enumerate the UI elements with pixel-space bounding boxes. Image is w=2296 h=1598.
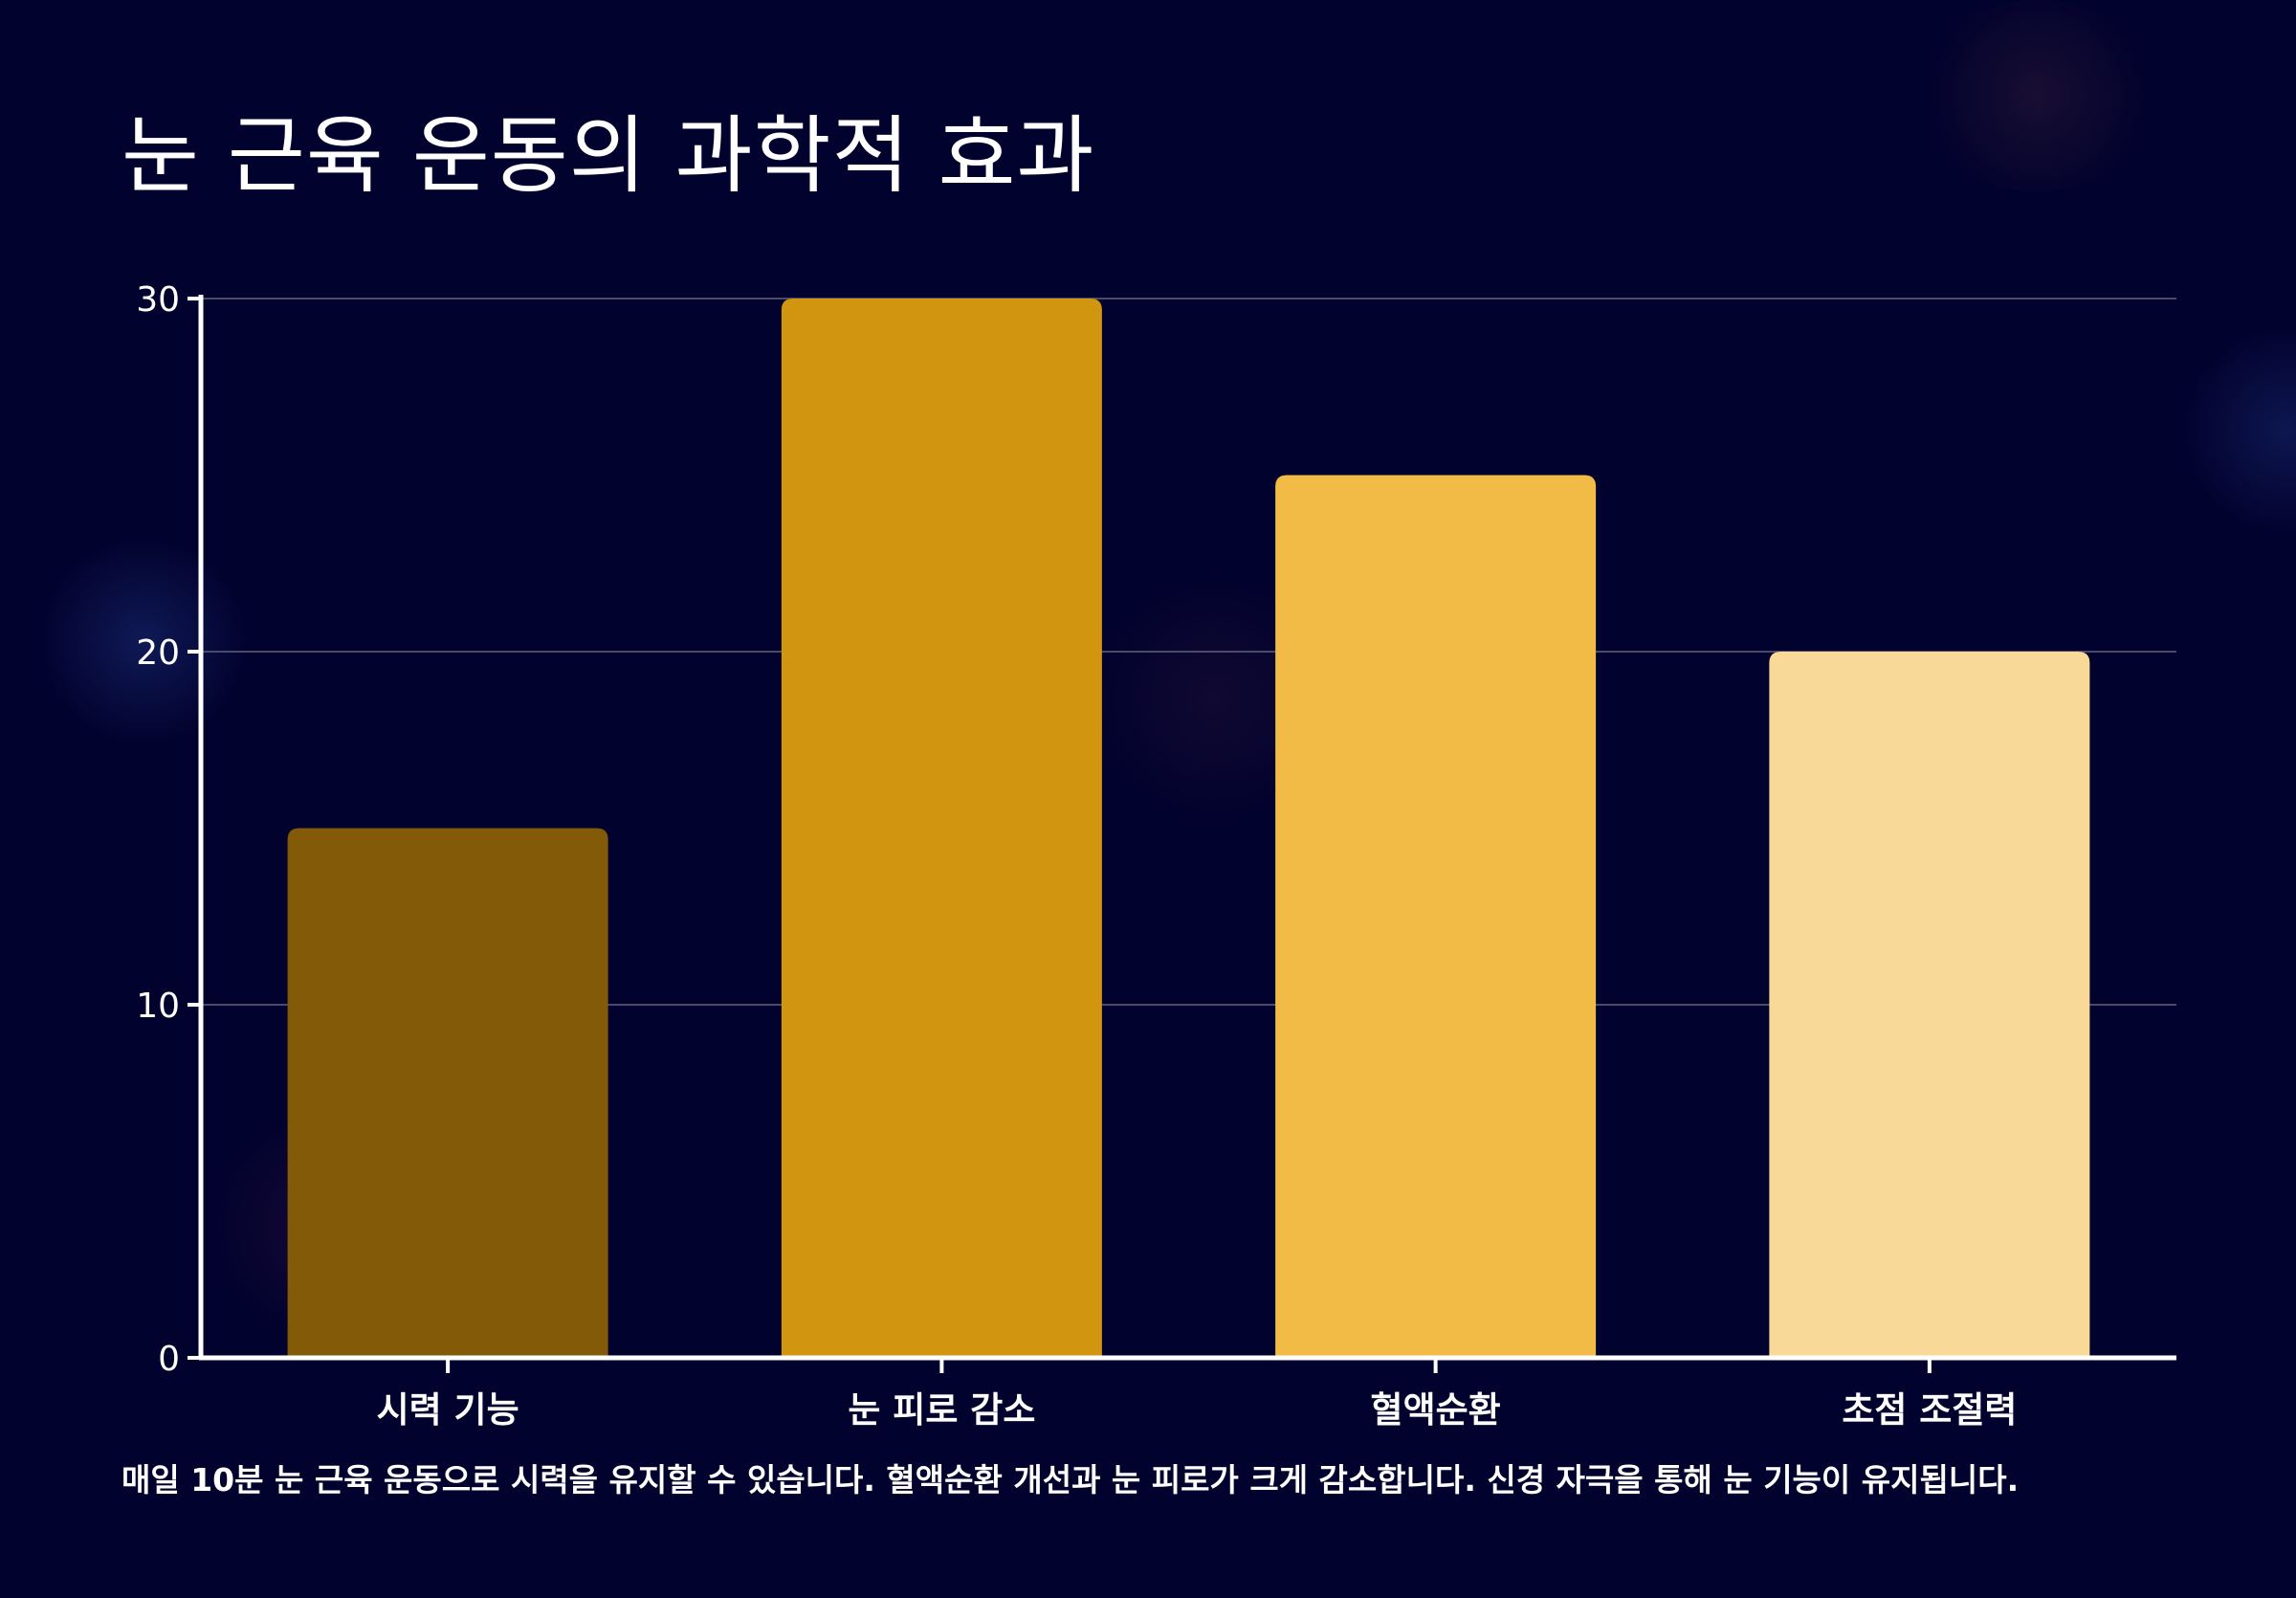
y-tick-label: 30 <box>136 280 180 320</box>
bars <box>287 299 2090 1358</box>
bar <box>1769 652 2090 1358</box>
chart-caption: 매일 10분 눈 근육 운동으로 시력을 유지할 수 있습니다. 혈액순환 개선… <box>121 1461 2020 1498</box>
y-tick-label: 0 <box>158 1340 180 1379</box>
tick-labels: 0 10 20 30 시력 기능 눈 피로 감소 혈액순환 초점 조절력 <box>136 280 2017 1431</box>
bar <box>781 299 1102 1358</box>
chart-title: 눈 근육 운동의 과학적 효과 <box>121 106 1095 205</box>
x-tick-label: 혈액순환 <box>1371 1389 1501 1431</box>
x-tick-label: 눈 피로 감소 <box>848 1389 1035 1431</box>
x-tick-label: 시력 기능 <box>377 1389 519 1431</box>
bar <box>1275 475 1597 1358</box>
y-tick-label: 10 <box>136 987 180 1026</box>
bar <box>287 828 608 1358</box>
x-tick-label: 초점 조절력 <box>1842 1389 2017 1431</box>
y-tick-label: 20 <box>136 633 180 673</box>
axes <box>188 295 2176 1373</box>
